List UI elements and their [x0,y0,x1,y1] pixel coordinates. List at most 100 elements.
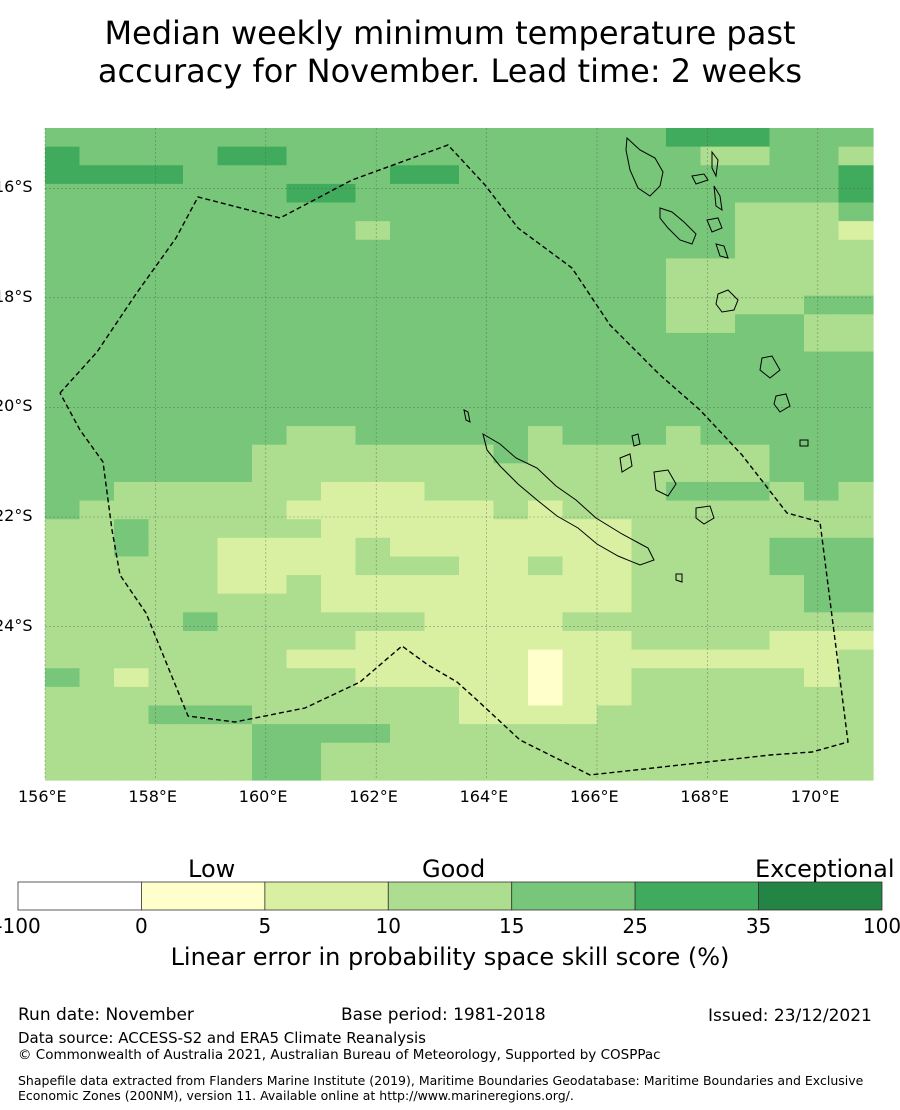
colorbar-segment [17,881,142,911]
skill-cell [286,556,322,576]
skill-cell [631,556,667,576]
colorbar-segment [387,881,513,911]
skill-cell [148,370,184,390]
skill-cell [735,388,771,409]
skill-cell [355,202,391,222]
skill-cell [286,444,322,464]
skill-cell [493,537,529,558]
skill-cell [459,463,495,483]
skill-cell [528,481,564,502]
skill-cell [493,761,529,781]
skill-cell [183,426,219,446]
skill-cell [252,239,288,259]
skill-cell [45,463,81,483]
skill-cell [459,183,495,204]
skill-cell [148,183,184,204]
skill-cell [597,742,633,762]
skill-cell [700,649,736,669]
skill-cell [321,724,357,744]
skill-cell [148,332,184,353]
skill-cell [286,519,322,539]
skill-cell [700,388,736,409]
skill-cell [114,351,150,371]
skill-cell [804,500,840,520]
skill-cell [769,370,805,390]
skill-cell [493,370,529,390]
skill-cell [631,351,667,371]
skill-cell [183,370,219,390]
skill-cell [804,128,840,148]
skill-cell [666,146,702,166]
skill-cell [45,724,81,744]
skill-cell [286,612,322,632]
skill-cell [804,705,840,725]
skill-cell [769,183,805,204]
skill-cell [390,221,426,241]
skill-cell [390,668,426,688]
longitude-tick-label: 170°E [790,787,840,806]
skill-cell [355,761,391,781]
skill-cell [562,426,598,446]
skill-cell [459,258,495,278]
skill-cell [45,761,81,781]
skill-cell [700,556,736,576]
skill-cell [424,556,460,576]
skill-cell [459,537,495,558]
skill-cell [666,668,702,688]
skill-cell [459,351,495,371]
skill-cell [321,221,357,241]
skill-cell [493,165,529,185]
skill-cell [114,537,150,558]
skill-cell [838,295,874,315]
skill-cell [459,444,495,464]
skill-cell [217,649,253,669]
skill-cell [321,556,357,576]
skill-cell [217,165,253,185]
skill-cell [183,146,219,166]
skill-cell [700,668,736,688]
skill-cell [321,426,357,446]
skill-cell [666,202,702,222]
skill-cell [769,426,805,446]
skill-cell [252,295,288,315]
skill-cell [114,239,150,259]
skill-cell [735,407,771,427]
skill-cell [79,705,115,725]
skill-cell [528,426,564,446]
skill-cell [528,370,564,390]
skill-cell [286,481,322,502]
skill-cell [79,314,115,334]
skill-cell [838,332,874,353]
skill-cell [148,537,184,558]
skill-cell [217,444,253,464]
skill-cell [390,370,426,390]
skill-cell [528,258,564,278]
colorbar-segment [634,881,759,911]
skill-cell [148,686,184,707]
island-outline [773,393,791,413]
skill-cell [321,463,357,483]
skill-cell [838,444,874,464]
skill-cell [321,444,357,464]
skill-cell [424,146,460,166]
skill-cell [45,686,81,707]
skill-cell [769,128,805,148]
skill-cell [217,332,253,353]
skill-cell [321,668,357,688]
skill-cell [45,705,81,725]
skill-cell [459,593,495,613]
skill-cell [45,426,81,446]
skill-cell [838,668,874,688]
skill-cell [45,593,81,613]
island-outline [482,432,655,566]
skill-cell [424,426,460,446]
skill-cell [183,128,219,148]
skill-cell [804,556,840,576]
skill-cell [528,705,564,725]
skill-cell [355,724,391,744]
skill-cell [148,742,184,762]
skill-cell [45,556,81,576]
chart-title: Median weekly minimum temperature past a… [0,14,900,90]
skill-cell [597,593,633,613]
skill-cell [424,481,460,502]
